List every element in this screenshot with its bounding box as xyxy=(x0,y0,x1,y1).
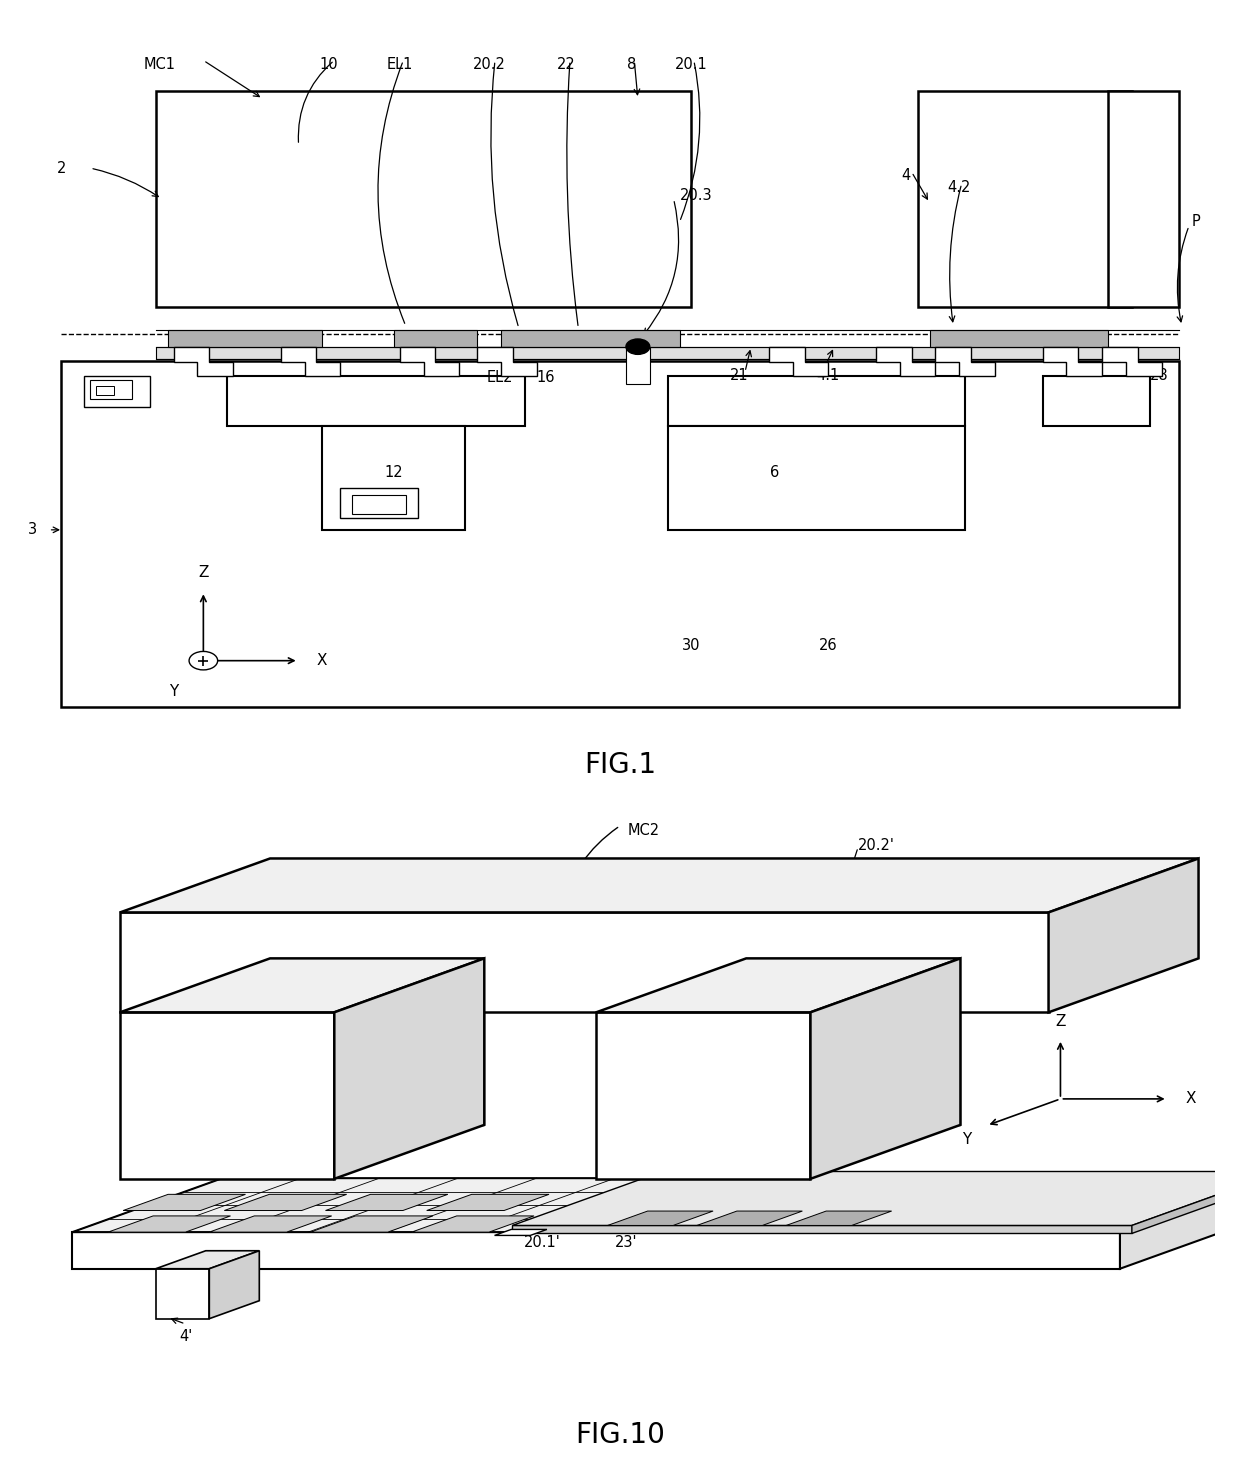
Text: Z: Z xyxy=(198,565,208,580)
Text: 4.2: 4.2 xyxy=(947,179,971,195)
Polygon shape xyxy=(935,346,994,376)
Bar xyxy=(626,346,650,383)
Text: FIG.10: FIG.10 xyxy=(575,1421,665,1449)
Polygon shape xyxy=(156,1268,210,1319)
Bar xyxy=(91,380,131,400)
Polygon shape xyxy=(608,1211,713,1225)
Polygon shape xyxy=(210,1251,259,1319)
Text: X: X xyxy=(316,653,327,667)
Polygon shape xyxy=(746,959,961,1125)
Polygon shape xyxy=(210,1217,331,1231)
Polygon shape xyxy=(1043,346,1102,376)
Polygon shape xyxy=(123,1194,246,1211)
Text: 23': 23' xyxy=(615,1236,637,1251)
Text: Y: Y xyxy=(962,1132,971,1147)
Bar xyxy=(501,330,680,346)
Text: 28: 28 xyxy=(1149,369,1168,383)
Bar xyxy=(1043,376,1149,426)
Polygon shape xyxy=(811,959,961,1178)
Circle shape xyxy=(188,651,218,670)
Text: EL1: EL1 xyxy=(387,56,413,71)
Text: Y: Y xyxy=(169,684,179,699)
Bar xyxy=(930,330,1109,346)
Bar xyxy=(84,376,150,407)
Polygon shape xyxy=(1049,858,1199,1012)
Polygon shape xyxy=(72,1178,1240,1231)
Text: X: X xyxy=(1185,1091,1195,1107)
Polygon shape xyxy=(697,1211,802,1225)
Polygon shape xyxy=(1132,1172,1240,1233)
Text: Z: Z xyxy=(1055,1014,1065,1029)
Bar xyxy=(394,330,477,346)
Text: 12: 12 xyxy=(384,465,403,480)
Text: FIG.1: FIG.1 xyxy=(584,750,656,778)
Text: MC2: MC2 xyxy=(627,823,660,838)
Text: 22: 22 xyxy=(557,56,575,71)
Bar xyxy=(167,330,322,346)
Bar xyxy=(227,376,525,426)
Polygon shape xyxy=(512,1172,1240,1225)
Text: 21: 21 xyxy=(729,369,749,383)
Polygon shape xyxy=(310,1217,433,1231)
Text: 20.2': 20.2' xyxy=(858,838,895,854)
Text: 4.1: 4.1 xyxy=(816,369,839,383)
Text: MC1: MC1 xyxy=(144,56,176,71)
Polygon shape xyxy=(270,959,485,1125)
Polygon shape xyxy=(1102,346,1162,376)
Bar xyxy=(156,346,1179,360)
Text: 30: 30 xyxy=(682,638,701,653)
Polygon shape xyxy=(72,1231,1120,1268)
Polygon shape xyxy=(156,1251,259,1268)
Polygon shape xyxy=(325,1194,448,1211)
Polygon shape xyxy=(596,1012,811,1178)
Polygon shape xyxy=(427,1194,549,1211)
Polygon shape xyxy=(786,1211,892,1225)
Text: 6: 6 xyxy=(770,465,780,480)
Text: 20.3: 20.3 xyxy=(680,188,712,203)
Polygon shape xyxy=(477,346,537,376)
Bar xyxy=(61,361,1179,707)
Text: P: P xyxy=(1192,215,1200,229)
Polygon shape xyxy=(335,959,485,1178)
Text: 16: 16 xyxy=(537,370,556,385)
Bar xyxy=(1109,92,1179,306)
Polygon shape xyxy=(120,858,1199,912)
Polygon shape xyxy=(120,959,485,1012)
Polygon shape xyxy=(120,1012,335,1178)
Bar xyxy=(322,426,465,530)
Polygon shape xyxy=(495,1230,547,1236)
Text: 3: 3 xyxy=(27,522,37,537)
Text: EL2: EL2 xyxy=(486,370,513,385)
Bar xyxy=(918,92,1132,306)
Polygon shape xyxy=(224,1194,347,1211)
Text: 20.1: 20.1 xyxy=(675,56,708,71)
Polygon shape xyxy=(108,1217,231,1231)
Polygon shape xyxy=(769,346,828,376)
Text: 10: 10 xyxy=(319,56,337,71)
Bar xyxy=(667,376,965,426)
Polygon shape xyxy=(120,912,1049,1012)
Text: 4: 4 xyxy=(901,169,910,184)
Text: 20.2: 20.2 xyxy=(472,56,506,71)
Polygon shape xyxy=(174,346,233,376)
Text: 4': 4' xyxy=(179,1329,192,1344)
Text: 8: 8 xyxy=(627,56,636,71)
Circle shape xyxy=(626,339,650,354)
Text: 26: 26 xyxy=(818,638,838,653)
Bar xyxy=(352,496,405,515)
Polygon shape xyxy=(280,346,340,376)
Text: 20.1': 20.1' xyxy=(525,1236,560,1251)
Polygon shape xyxy=(412,1217,534,1231)
Polygon shape xyxy=(1120,1178,1240,1268)
Polygon shape xyxy=(875,346,935,376)
Text: 2: 2 xyxy=(57,161,67,176)
Polygon shape xyxy=(512,1225,1132,1233)
Bar xyxy=(667,426,965,530)
Bar xyxy=(340,487,418,518)
Polygon shape xyxy=(596,959,961,1012)
Polygon shape xyxy=(399,346,459,376)
Bar xyxy=(156,92,692,306)
Bar xyxy=(97,386,114,395)
Text: EL2': EL2' xyxy=(918,998,949,1014)
